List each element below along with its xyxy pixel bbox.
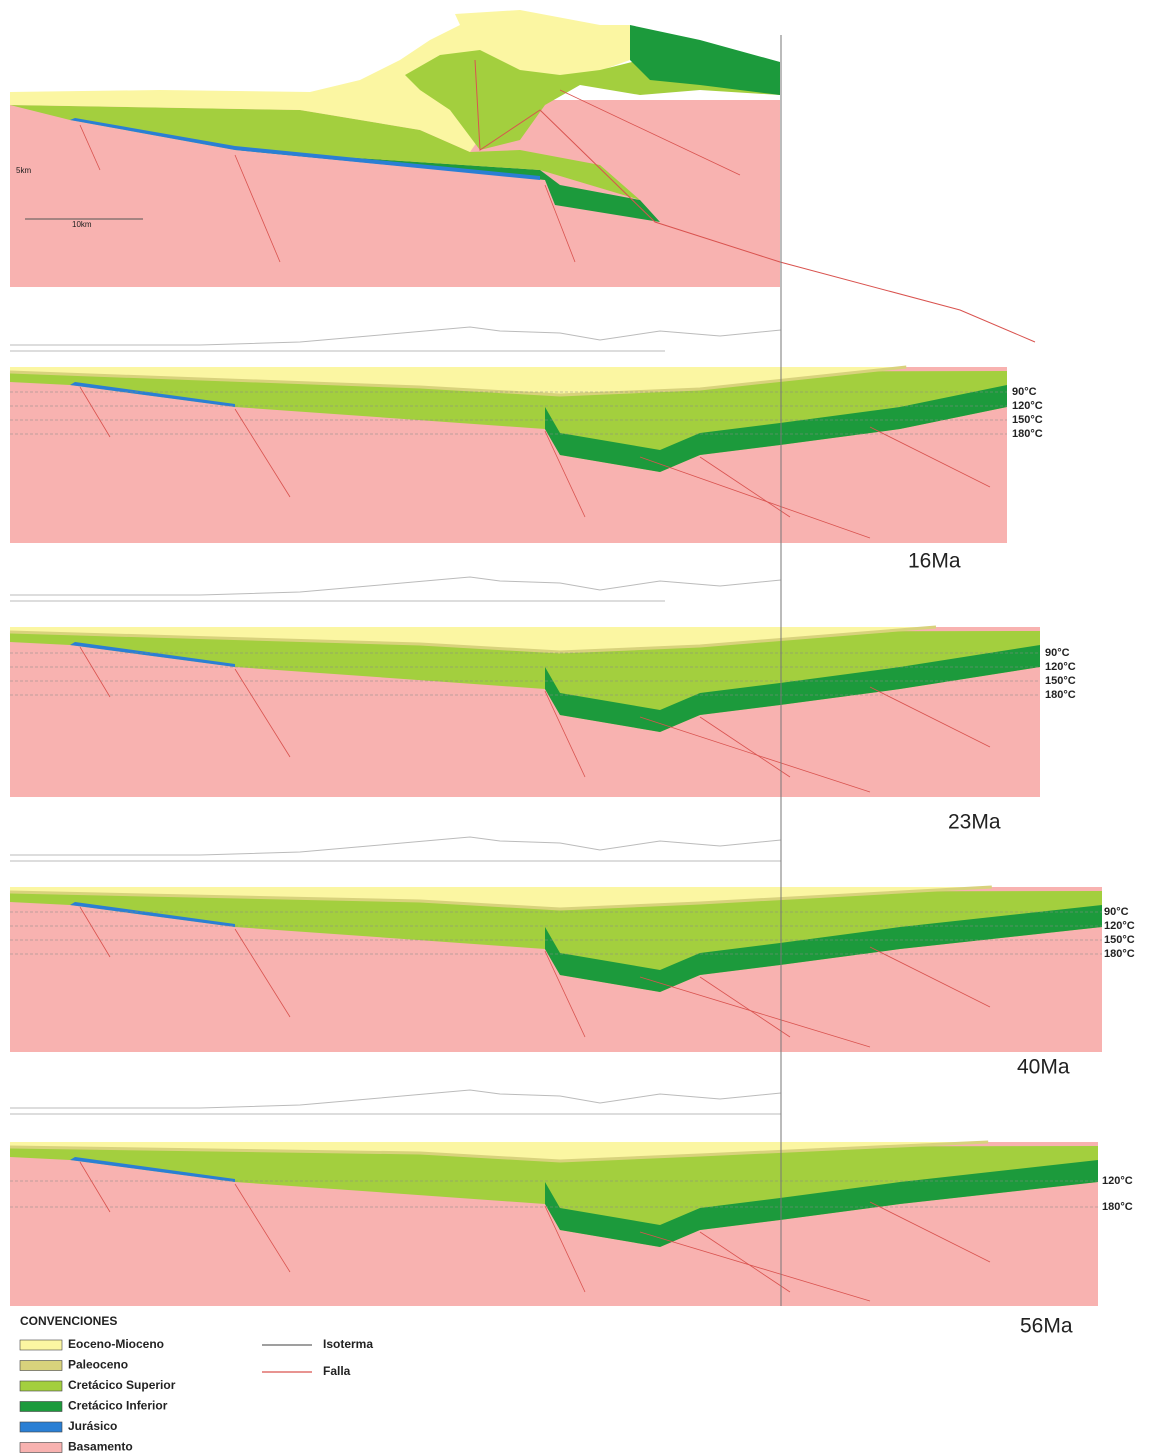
isotherm-label: 120°C bbox=[1102, 1175, 1133, 1187]
legend-title: CONVENCIONES bbox=[20, 1314, 117, 1328]
legend-label: Cretácico Superior bbox=[68, 1378, 176, 1392]
isotherm-label: 90°C bbox=[1104, 906, 1129, 918]
isotherm-label: 180°C bbox=[1104, 948, 1135, 960]
isotherm-label: 90°C bbox=[1012, 386, 1037, 398]
vertical-scale-label: 5km bbox=[16, 166, 31, 175]
isotherm-label: 180°C bbox=[1102, 1201, 1133, 1213]
sections bbox=[10, 10, 1102, 1306]
topography bbox=[10, 577, 781, 595]
age-label: 23Ma bbox=[948, 811, 1001, 834]
legend-swatch bbox=[20, 1361, 62, 1371]
isotherm-label: 150°C bbox=[1045, 675, 1076, 687]
topography bbox=[10, 1090, 781, 1108]
isotherm-label: 120°C bbox=[1104, 920, 1135, 932]
horizontal-scale-label: 10km bbox=[72, 220, 92, 229]
topography bbox=[10, 327, 781, 345]
legend-label: Basamento bbox=[68, 1440, 133, 1454]
isotherm-label: 180°C bbox=[1045, 689, 1076, 701]
age-label: 40Ma bbox=[1017, 1056, 1070, 1079]
isotherm-label: 120°C bbox=[1045, 661, 1076, 673]
isotherm-label: 150°C bbox=[1012, 414, 1043, 426]
legend-label: Cretácico Inferior bbox=[68, 1399, 168, 1413]
legend-swatch bbox=[20, 1402, 62, 1412]
isotherm-label: 150°C bbox=[1104, 934, 1135, 946]
isotherm-label: 180°C bbox=[1012, 428, 1043, 440]
legend-swatch bbox=[20, 1422, 62, 1432]
legend-swatch bbox=[20, 1381, 62, 1391]
age-label: 16Ma bbox=[908, 550, 961, 573]
legend-label: Falla bbox=[323, 1364, 351, 1378]
page: 5km 10km 90°C 120°C 150°C 180°C 16Ma 90°C 120°… bbox=[0, 0, 1150, 1456]
age-label: 56Ma bbox=[1020, 1315, 1073, 1338]
legend-label: Jurásico bbox=[68, 1419, 117, 1433]
isotherm-label: 120°C bbox=[1012, 400, 1043, 412]
legend-label: Eoceno-Mioceno bbox=[68, 1337, 164, 1351]
topography bbox=[10, 837, 781, 855]
cross-section-figure: 5km 10km 90°C 120°C 150°C 180°C 16Ma 90°C 120°… bbox=[0, 0, 1150, 1456]
isotherm-label: 90°C bbox=[1045, 647, 1070, 659]
legend-swatch bbox=[20, 1443, 62, 1453]
legend-swatch bbox=[20, 1340, 62, 1350]
legend-label: Paleoceno bbox=[68, 1358, 128, 1372]
legend-label: Isoterma bbox=[323, 1337, 373, 1351]
